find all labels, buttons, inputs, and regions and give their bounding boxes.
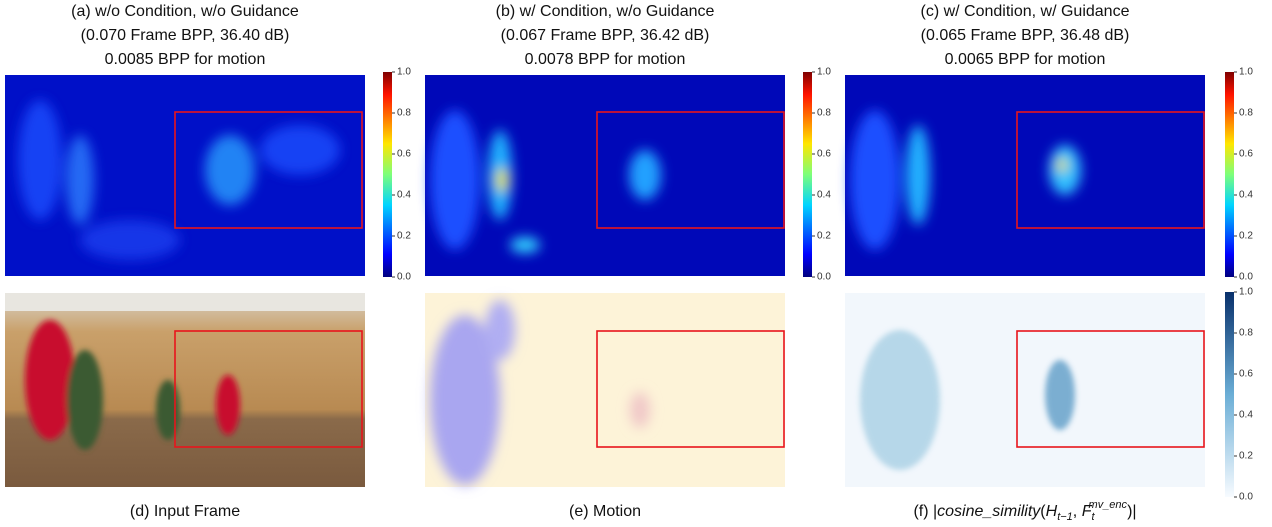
panel-caption: (f) |cosine_simility(Ht−1, Ftmv_enc)| xyxy=(913,499,1136,523)
colorbar-tick-label: 0.4 xyxy=(397,190,411,201)
colorbar-tick-label: 0.4 xyxy=(817,190,831,201)
caption-part: (d) Input Frame xyxy=(130,503,240,520)
panel-caption: (e) Motion xyxy=(569,503,641,520)
caption-part: (f) | xyxy=(913,503,937,520)
caption-part: )| xyxy=(1127,503,1136,520)
panel-caption: (0.070 Frame BPP, 36.40 dB) xyxy=(81,27,290,44)
colorbar-tick-label: 0.6 xyxy=(1239,149,1253,160)
panel-caption: (d) Input Frame xyxy=(130,503,240,520)
heatmap-b xyxy=(425,75,785,276)
colorbar-tick-label: 0.8 xyxy=(397,108,411,119)
colorbar-tick-label: 0.8 xyxy=(817,108,831,119)
caption-part: t−1 xyxy=(1057,511,1073,523)
panel-caption: (0.067 Frame BPP, 36.42 dB) xyxy=(501,27,710,44)
colorbar-tick-label: 0.0 xyxy=(817,272,831,283)
colorbar-tick-label: 0.8 xyxy=(1239,108,1253,119)
panel-caption: (b) w/ Condition, w/o Guidance xyxy=(496,3,715,20)
caption-part: mv_enc xyxy=(1089,499,1128,511)
colorbar-tick-label: 1.0 xyxy=(1239,67,1253,78)
colorbar-tick-label: 0.6 xyxy=(1239,369,1253,380)
figure: (a) w/o Condition, w/o Guidance (0.070 Fr… xyxy=(0,0,1272,527)
panel-caption: (0.065 Frame BPP, 36.48 dB) xyxy=(921,27,1130,44)
caption-part: , xyxy=(1073,503,1082,520)
colorbar xyxy=(1225,292,1234,497)
heatmap-a xyxy=(5,75,365,276)
colorbar-tick-label: 0.2 xyxy=(817,231,831,242)
colorbar xyxy=(803,72,812,277)
input-frame xyxy=(5,293,365,487)
colorbar-tick-label: 1.0 xyxy=(397,67,411,78)
colorbar xyxy=(383,72,392,277)
caption-part: t xyxy=(1091,511,1095,523)
colorbar-tick-label: 1.0 xyxy=(1239,287,1253,298)
colorbar-tick-label: 0.4 xyxy=(1239,190,1253,201)
colorbar xyxy=(1225,72,1234,277)
colorbar-tick-label: 0.0 xyxy=(1239,272,1253,283)
panel-caption: 0.0078 BPP for motion xyxy=(525,51,686,68)
panel-caption: 0.0065 BPP for motion xyxy=(945,51,1106,68)
caption-part: cosine_simility xyxy=(937,503,1041,520)
colorbar-tick-label: 0.4 xyxy=(1239,410,1253,421)
panel-caption: (a) w/o Condition, w/o Guidance xyxy=(71,3,299,20)
colorbar-tick-label: 0.6 xyxy=(817,149,831,160)
colorbar-tick-label: 0.6 xyxy=(397,149,411,160)
panel-caption: 0.0085 BPP for motion xyxy=(105,51,266,68)
colorbar-tick-label: 1.0 xyxy=(817,67,831,78)
colorbar-tick-label: 0.0 xyxy=(1239,492,1253,503)
panel-caption: (c) w/ Condition, w/ Guidance xyxy=(921,3,1130,20)
colorbar-tick-label: 0.2 xyxy=(397,231,411,242)
colorbar-tick-label: 0.8 xyxy=(1239,328,1253,339)
heatmap-c xyxy=(845,75,1205,276)
caption-part: (e) Motion xyxy=(569,503,641,520)
colorbar-tick-label: 0.0 xyxy=(397,272,411,283)
colorbar-tick-label: 0.2 xyxy=(1239,231,1253,242)
caption-part: H xyxy=(1046,503,1058,520)
similarity-map xyxy=(845,293,1205,487)
motion-map xyxy=(425,293,785,487)
colorbar-tick-label: 0.2 xyxy=(1239,451,1253,462)
